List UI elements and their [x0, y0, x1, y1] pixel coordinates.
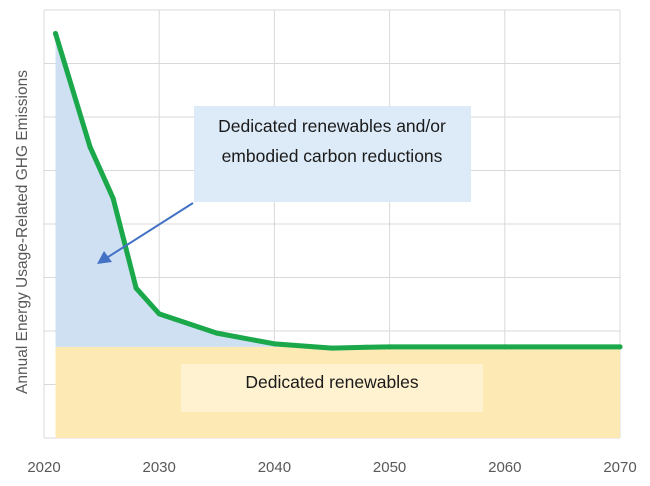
series-point	[110, 195, 116, 201]
x-tick-label: 2030	[143, 459, 176, 476]
series-point	[271, 341, 277, 347]
annotation-box-upper	[194, 106, 471, 202]
x-tick-label: 2040	[258, 459, 291, 476]
x-tick-label: 2050	[373, 459, 406, 476]
series-point	[53, 31, 59, 37]
annotation-box-lower	[181, 364, 483, 412]
series-point	[156, 311, 162, 317]
series-point	[387, 344, 393, 350]
embodied-carbon-reduction-area	[55, 33, 620, 349]
annotation-upper-line-2: embodied carbon reductions	[222, 146, 443, 166]
annotation-lower: Dedicated renewables	[181, 364, 483, 412]
annotation-lower-line-1: Dedicated renewables	[245, 372, 418, 392]
x-tick-label: 2020	[27, 459, 60, 476]
annotation-upper-line-1: Dedicated renewables and/or	[218, 116, 446, 136]
series-point	[87, 144, 93, 150]
annotation-arrow	[107, 202, 194, 258]
series-points	[53, 31, 623, 351]
series-point	[214, 330, 220, 336]
arrow-head-icon	[97, 251, 112, 264]
x-tick-label: 2070	[603, 459, 636, 476]
series-point	[617, 344, 623, 350]
series-point	[364, 344, 370, 350]
x-tick-label: 2060	[488, 459, 521, 476]
series-point	[133, 285, 139, 291]
y-axis-label: Annual Energy Usage-Related GHG Emission…	[14, 70, 31, 394]
x-axis-ticks: 2020 2030 2040 2050 2060 2070	[27, 459, 636, 476]
series-point	[329, 345, 335, 351]
annotation-upper: Dedicated renewables and/or embodied car…	[194, 106, 471, 202]
series-point	[502, 344, 508, 350]
emissions-series-line	[53, 31, 623, 351]
